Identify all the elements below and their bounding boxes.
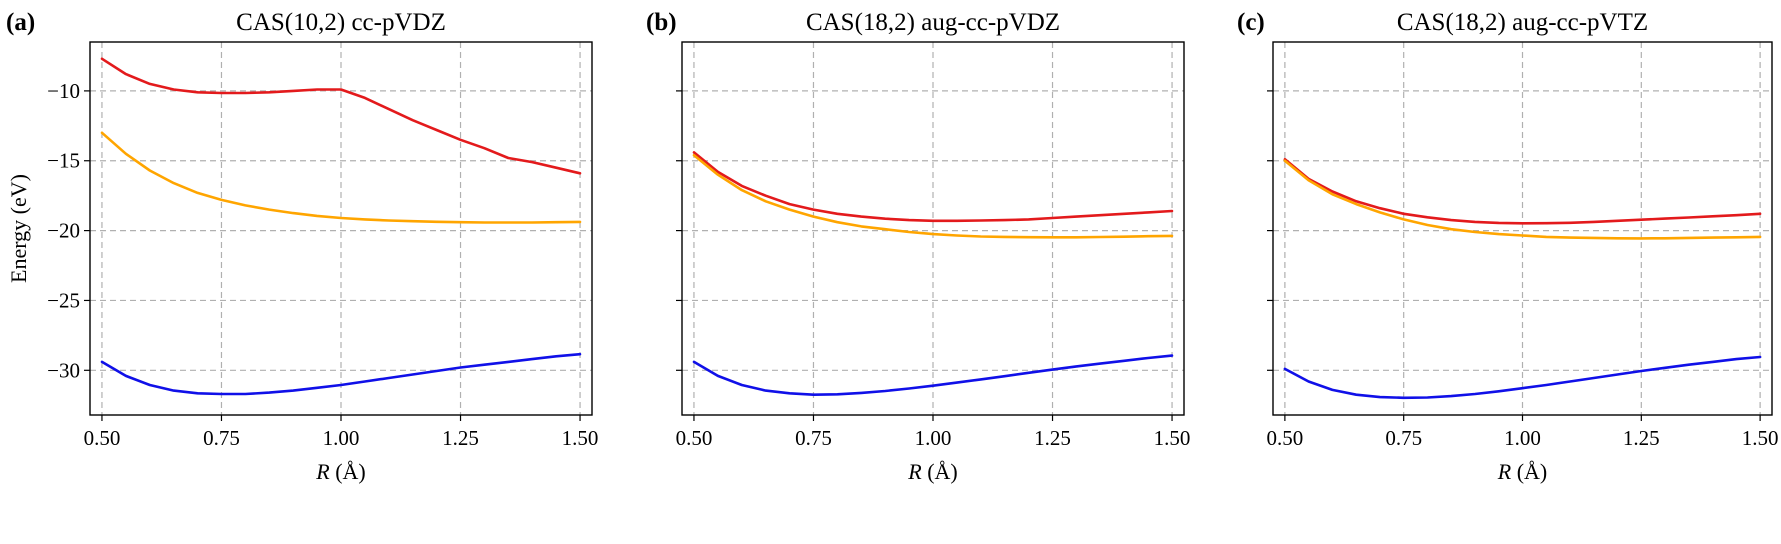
series-line-red xyxy=(100,57,582,175)
panel-letter: (b) xyxy=(646,9,677,36)
y-tick-label: −30 xyxy=(47,358,80,382)
x-axis-label: R (Å) xyxy=(315,459,366,484)
series-line-orange xyxy=(692,153,1174,239)
x-axis-variable: R xyxy=(907,459,922,484)
x-tick-label: 1.50 xyxy=(1154,426,1191,450)
x-tick-label: 0.75 xyxy=(203,426,240,450)
x-tick-label: 0.75 xyxy=(795,426,832,450)
x-tick-label: 1.50 xyxy=(562,426,599,450)
x-tick-label: 0.50 xyxy=(1267,426,1304,450)
series-line-blue xyxy=(1283,355,1762,400)
x-tick-label: 1.00 xyxy=(1504,426,1541,450)
x-tick-label: 1.25 xyxy=(1623,426,1660,450)
series-line-blue xyxy=(100,352,582,396)
panel-letter: (c) xyxy=(1237,9,1265,36)
y-axis-label: Energy (eV) xyxy=(6,174,31,283)
x-tick-label: 1.00 xyxy=(323,426,360,450)
y-tick-label: −20 xyxy=(47,219,80,243)
panel-3: 0.50 0.75 1.00 1.25 1.50 CAS(18,2) aug-cc-pVT… xyxy=(1237,9,1778,484)
series-line-blue xyxy=(692,354,1174,397)
x-axis-unit: (Å) xyxy=(330,459,366,484)
x-tick-label: 1.50 xyxy=(1742,426,1779,450)
x-tick-label: 0.75 xyxy=(1385,426,1422,450)
panel-1: 0.50 0.75 1.00 1.25 1.50 −10 −15 −20 −25 −30 CAS(1… xyxy=(6,9,598,484)
x-axis-unit: (Å) xyxy=(1511,459,1547,484)
x-tick-label: 0.50 xyxy=(84,426,121,450)
x-axis-label: R (Å) xyxy=(907,459,958,484)
x-tick-label: 1.25 xyxy=(442,426,479,450)
x-tick-label: 1.00 xyxy=(915,426,952,450)
x-tick-label: 0.50 xyxy=(676,426,713,450)
panel-title: CAS(10,2) cc-pVDZ xyxy=(236,9,446,36)
panel-2: 0.50 0.75 1.00 1.25 1.50 CAS(18,2) aug-cc-pVD… xyxy=(646,9,1190,484)
series-line-orange xyxy=(100,131,582,224)
x-axis-variable: R xyxy=(315,459,330,484)
x-tick-label: 1.25 xyxy=(1034,426,1071,450)
panel-title: CAS(18,2) aug-cc-pVDZ xyxy=(806,9,1060,36)
panel-letter: (a) xyxy=(6,9,35,36)
chart-panels: 0.50 0.75 1.00 1.25 1.50 −10 −15 −20 −25 −30 CAS(1… xyxy=(6,9,1778,484)
x-axis-unit: (Å) xyxy=(922,459,958,484)
series-line-red xyxy=(692,151,1174,223)
series-line-orange xyxy=(1283,159,1762,240)
y-tick-label: −10 xyxy=(47,79,80,103)
x-axis-variable: R xyxy=(1497,459,1512,484)
y-tick-label: −15 xyxy=(47,149,80,173)
series-line-red xyxy=(1283,158,1762,225)
panel-title: CAS(18,2) aug-cc-pVTZ xyxy=(1397,9,1648,36)
y-tick-label: −25 xyxy=(47,288,80,312)
x-axis-label: R (Å) xyxy=(1497,459,1548,484)
